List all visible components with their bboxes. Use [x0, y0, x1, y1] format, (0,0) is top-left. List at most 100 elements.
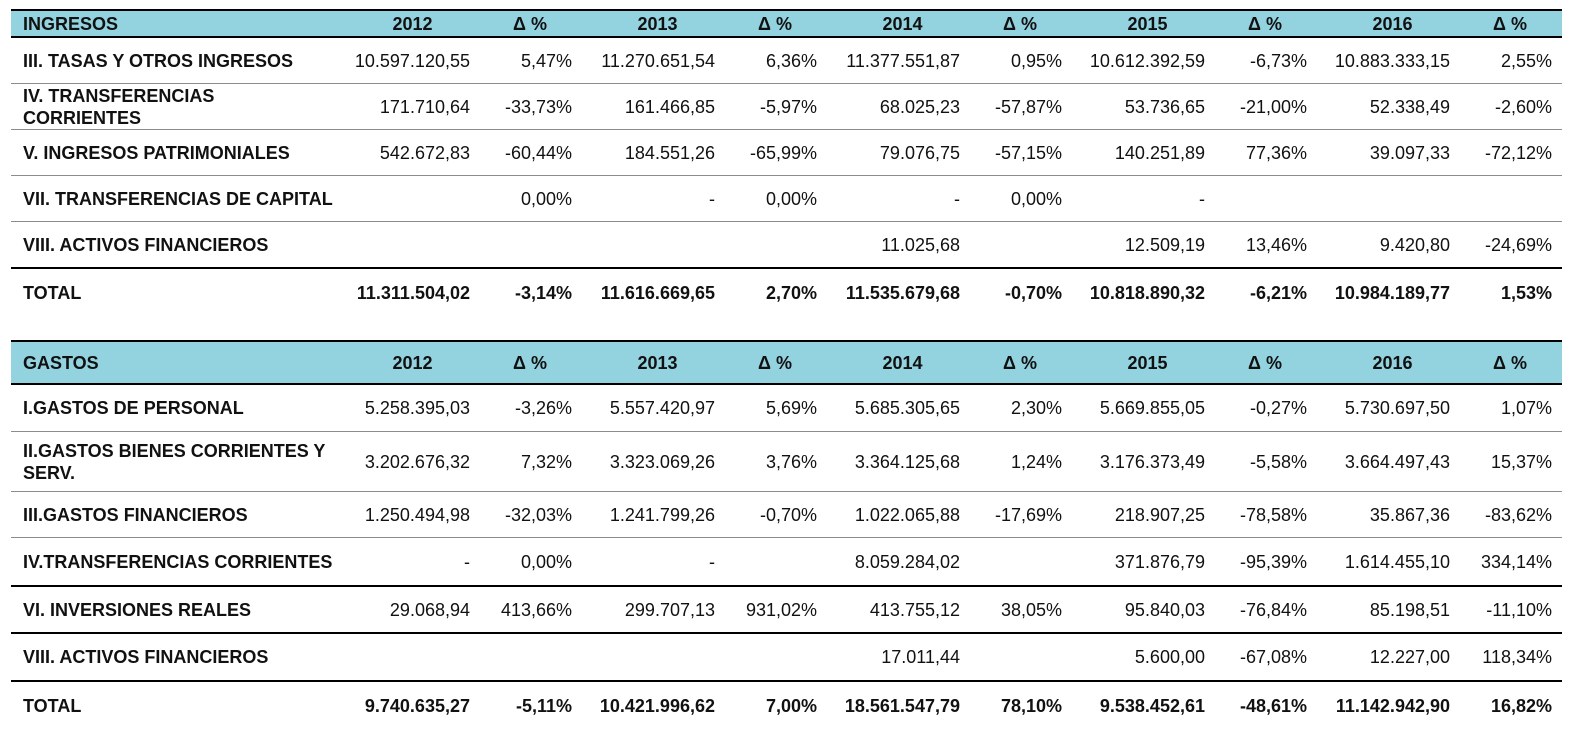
value-2012: 1.250.494,98: [364, 504, 470, 525]
header-change-2014: Δ %: [1003, 13, 1037, 34]
value-2015: 53.736,65: [1124, 96, 1205, 117]
change-2016: 16,82%: [1490, 696, 1552, 716]
change-2014: 0,95%: [1010, 50, 1062, 71]
change-2013: 931,02%: [745, 599, 817, 620]
table-row: II.GASTOS BIENES CORRIENTES Y SERV. 3.202…: [11, 432, 1562, 492]
ingresos-total-row: TOTAL 11.311.504,02 -3,14% 11.616.669,65 2,7…: [11, 269, 1562, 316]
row-label: I.GASTOS DE PERSONAL: [23, 398, 244, 418]
value-2015: 5.600,00: [1134, 647, 1205, 667]
value-2014: 11.025,68: [881, 234, 960, 255]
header-value-2012: 2012: [392, 352, 433, 373]
value-2013: -: [709, 551, 715, 572]
row-label: VIII. ACTIVOS FINANCIEROS: [23, 234, 269, 255]
change-2015: -0,27%: [1249, 398, 1307, 418]
value-2015: 218.907,25: [1114, 504, 1205, 525]
change-2012: -33,73%: [504, 96, 572, 117]
change-2013: 2,70%: [765, 282, 817, 303]
value-2015: 140.251,89: [1114, 142, 1205, 163]
change-2012: -5,11%: [515, 696, 572, 716]
change-2012: 7,32%: [520, 451, 572, 472]
change-2014: -57,15%: [994, 142, 1062, 163]
value-2013: 161.466,85: [624, 96, 715, 117]
header-change-2014: Δ %: [1003, 352, 1037, 373]
change-2014: 78,10%: [1000, 696, 1062, 716]
header-value-2013: 2013: [637, 13, 678, 34]
change-2016: 1,53%: [1500, 282, 1552, 303]
header-value-2012: 2012: [392, 13, 433, 34]
table-row: VIII. ACTIVOS FINANCIEROS 17.011,44 5.600,…: [11, 634, 1562, 682]
value-2014: 11.377.551,87: [846, 50, 960, 71]
change-2012: -32,03%: [504, 504, 572, 525]
header-value-2015: 2015: [1127, 352, 1168, 373]
value-2016: 10.883.333,15: [1334, 50, 1450, 71]
value-2013: 3.323.069,26: [609, 451, 715, 472]
table-row: IV.TRANSFERENCIAS CORRIENTES - 0,00% - 8.059…: [11, 538, 1562, 587]
change-2015: -78,58%: [1239, 504, 1307, 525]
value-2012: 171.710,64: [379, 96, 470, 117]
value-2013: 11.270.651,54: [601, 50, 715, 71]
value-2012: 3.202.676,32: [364, 451, 470, 472]
value-2015: 12.509,19: [1124, 234, 1205, 255]
change-2015: 13,46%: [1245, 234, 1307, 255]
change-2015: -48,61%: [1239, 696, 1307, 716]
header-change-2015: Δ %: [1248, 352, 1282, 373]
value-2013: 5.557.420,97: [609, 398, 715, 418]
change-2012: 413,66%: [500, 599, 572, 620]
change-2014: 2,30%: [1010, 398, 1062, 418]
change-2015: 77,36%: [1245, 142, 1307, 163]
change-2015: -6,73%: [1249, 50, 1307, 71]
change-2016: 334,14%: [1480, 551, 1552, 572]
value-2016: 12.227,00: [1369, 647, 1450, 667]
header-change-2013: Δ %: [758, 352, 792, 373]
row-label: III. TASAS Y OTROS INGRESOS: [23, 50, 294, 71]
header-change-2013: Δ %: [758, 13, 792, 34]
header-row-label: GASTOS: [23, 352, 99, 373]
value-2016: 9.420,80: [1379, 234, 1450, 255]
change-2012: -3,26%: [514, 398, 572, 418]
value-2014: 1.022.065,88: [854, 504, 960, 525]
value-2016: 5.730.697,50: [1344, 398, 1450, 418]
value-2015: 95.840,03: [1124, 599, 1205, 620]
change-2016: 15,37%: [1490, 451, 1552, 472]
change-2013: 5,69%: [765, 398, 817, 418]
change-2014: -57,87%: [994, 96, 1062, 117]
row-label: III.GASTOS FINANCIEROS: [23, 504, 248, 525]
change-2015: -67,08%: [1239, 647, 1307, 667]
change-2013: 3,76%: [765, 451, 817, 472]
value-2016: 3.664.497,43: [1344, 451, 1450, 472]
header-change-2012: Δ %: [513, 13, 547, 34]
row-label: VII. TRANSFERENCIAS DE CAPITAL: [23, 188, 333, 209]
value-2016: 11.142.942,90: [1335, 696, 1450, 716]
value-2015: 10.612.392,59: [1089, 50, 1205, 71]
table-row: III. TASAS Y OTROS INGRESOS 10.597.120,55…: [11, 38, 1562, 84]
change-2012: 5,47%: [520, 50, 572, 71]
change-2016: -24,69%: [1484, 234, 1552, 255]
value-2015: 10.818.890,32: [1089, 282, 1205, 303]
change-2016: -2,60%: [1494, 96, 1552, 117]
value-2016: 52.338,49: [1369, 96, 1450, 117]
change-2015: -6,21%: [1249, 282, 1307, 303]
table-row: III.GASTOS FINANCIEROS 1.250.494,98 -32,03…: [11, 492, 1562, 538]
value-2016: 85.198,51: [1369, 599, 1450, 620]
change-2016: -11,10%: [1486, 599, 1552, 620]
value-2016: 39.097,33: [1369, 142, 1450, 163]
ingresos-header-row: INGRESOS 2012 Δ % 2013 Δ % 2014 Δ % 2015 Δ % 2016…: [11, 9, 1562, 38]
row-label: V. INGRESOS PATRIMONIALES: [23, 142, 290, 163]
table-row: VII. TRANSFERENCIAS DE CAPITAL 0,00% - 0,00…: [11, 176, 1562, 222]
change-2015: -21,00%: [1239, 96, 1307, 117]
value-2014: 8.059.284,02: [854, 551, 960, 572]
value-2012: 542.672,83: [379, 142, 470, 163]
gastos-total-row: TOTAL 9.740.635,27 -5,11% 10.421.996,62 7,00…: [11, 682, 1562, 730]
value-2012: 9.740.635,27: [364, 696, 470, 716]
value-2014: 17.011,44: [881, 647, 960, 667]
value-2015: -: [1199, 188, 1205, 209]
table-row: I.GASTOS DE PERSONAL 5.258.395,03 -3,26% 5.…: [11, 385, 1562, 432]
value-2014: 11.535.679,68: [845, 282, 960, 303]
row-label: TOTAL: [23, 282, 82, 303]
value-2013: 10.421.996,62: [599, 696, 715, 716]
header-value-2014: 2014: [882, 13, 923, 34]
value-2013: 184.551,26: [624, 142, 715, 163]
value-2016: 35.867,36: [1369, 504, 1450, 525]
change-2016: 2,55%: [1500, 50, 1552, 71]
value-2013: 1.241.799,26: [609, 504, 715, 525]
